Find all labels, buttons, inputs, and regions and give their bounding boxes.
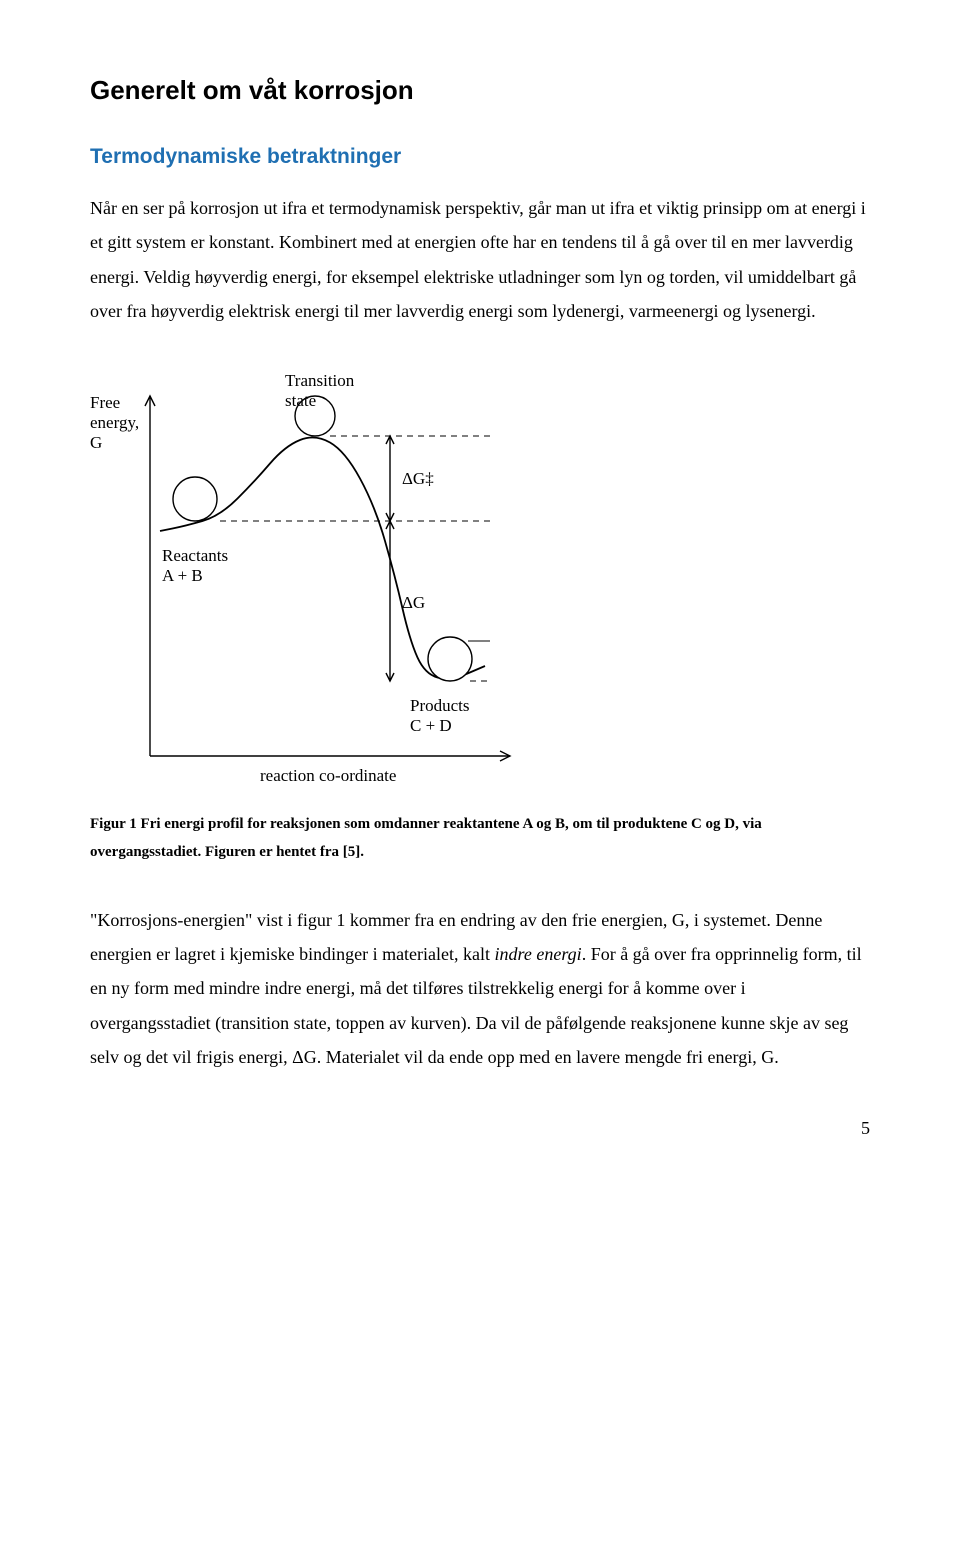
svg-text:C + D: C + D (410, 716, 452, 735)
page-number: 5 (90, 1114, 870, 1143)
svg-text:Products: Products (410, 696, 470, 715)
page-title: Generelt om våt korrosjon (90, 70, 870, 112)
figure-caption: Figur 1 Fri energi profil for reaksjonen… (90, 810, 870, 867)
svg-text:ΔG: ΔG (402, 593, 425, 612)
energy-profile-diagram: Freeenergy,G Transitionstate ReactantsA + … (90, 356, 540, 786)
svg-text:reaction co-ordinate: reaction co-ordinate (260, 766, 396, 785)
indre-energi-term: indre energi (495, 944, 582, 964)
svg-text:state: state (285, 391, 316, 410)
intro-paragraph: Når en ser på korrosjon ut ifra et termo… (90, 191, 870, 328)
section-subtitle: Termodynamiske betraktninger (90, 140, 870, 174)
figure-1: Freeenergy,G Transitionstate ReactantsA + … (90, 356, 870, 867)
discussion-paragraph: "Korrosjons-energien" vist i figur 1 kom… (90, 903, 870, 1074)
svg-text:ΔG‡: ΔG‡ (402, 469, 434, 488)
svg-text:Reactants: Reactants (162, 546, 228, 565)
svg-text:Transition: Transition (285, 371, 355, 390)
svg-text:Free: Free (90, 393, 120, 412)
svg-text:G: G (90, 433, 102, 452)
svg-text:A + B: A + B (162, 566, 203, 585)
svg-text:energy,: energy, (90, 413, 139, 432)
